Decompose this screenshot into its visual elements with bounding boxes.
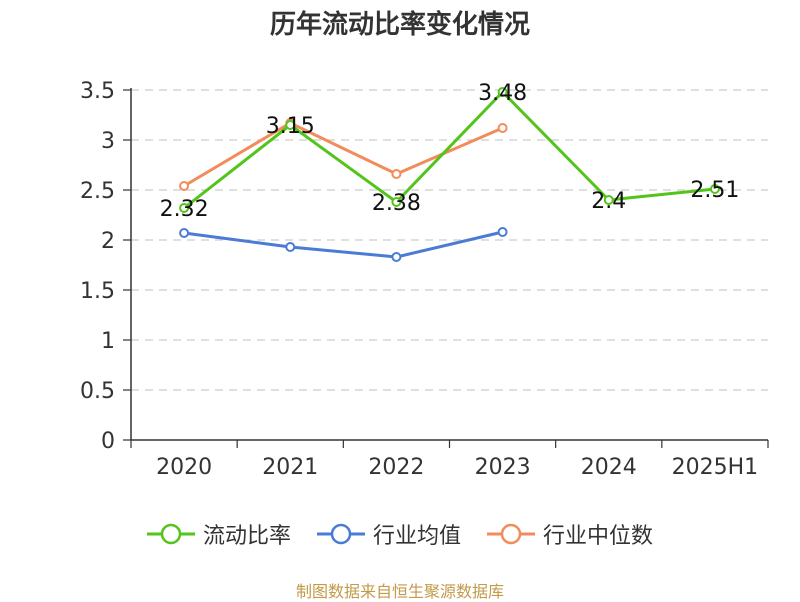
- legend-item-current-ratio[interactable]: 流动比率: [146, 518, 291, 550]
- series-line-2: [183, 121, 504, 188]
- x-tick-label: 2025H1: [672, 455, 759, 480]
- data-point: [179, 228, 190, 238]
- data-point: [709, 184, 720, 194]
- series-line-1: [183, 230, 503, 259]
- data-label: 2.4: [591, 189, 626, 214]
- x-tick-label: 2023: [475, 455, 531, 480]
- y-tick-label: 1: [101, 329, 115, 354]
- data-source-note: 制图数据来自恒生聚源数据库: [295, 582, 504, 601]
- legend-label-industry-avg: 行业均值: [372, 524, 461, 549]
- data-point: [391, 197, 402, 207]
- y-tick-label: 2.5: [80, 179, 115, 204]
- data-point: [179, 203, 190, 213]
- data-point: [497, 87, 508, 97]
- y-tick-label: 1.5: [80, 279, 115, 304]
- data-point: [391, 252, 402, 262]
- legend-label-current-ratio: 流动比率: [202, 524, 291, 549]
- legend-marker-current-ratio: [146, 523, 195, 545]
- data-point: [179, 181, 190, 191]
- data-point: [391, 169, 402, 179]
- data-label: 2.51: [690, 178, 739, 203]
- y-tick-label: 0: [101, 429, 115, 454]
- chart-legend: 流动比率 行业均值 行业中位数: [0, 518, 800, 550]
- data-label: 3.48: [478, 81, 527, 106]
- y-tick-label: 2: [101, 229, 115, 254]
- data-label: 3.15: [266, 114, 315, 139]
- x-tick-label: 2020: [156, 455, 212, 480]
- data-label: 2.32: [160, 197, 209, 222]
- y-tick-label: 3: [101, 129, 115, 154]
- data-point: [497, 227, 508, 237]
- x-tick-label: 2022: [368, 455, 424, 480]
- legend-marker-industry-avg: [316, 523, 365, 545]
- series-line-0: [183, 90, 716, 210]
- chart-title: 历年流动比率变化情况: [269, 10, 530, 40]
- legend-label-industry-median: 行业中位数: [543, 524, 654, 549]
- y-tick-label: 3.5: [80, 79, 115, 104]
- data-point: [285, 120, 296, 130]
- data-point: [285, 242, 296, 252]
- legend-marker-industry-median: [487, 523, 535, 545]
- data-point: [497, 123, 508, 133]
- legend-item-industry-median[interactable]: 行业中位数: [487, 518, 653, 550]
- x-tick-label: 2024: [581, 455, 637, 480]
- data-point: [603, 195, 614, 205]
- legend-item-industry-avg[interactable]: 行业均值: [316, 518, 461, 550]
- data-label: 2.38: [372, 191, 421, 216]
- y-tick-label: 0.5: [80, 379, 115, 404]
- x-tick-label: 2021: [262, 455, 318, 480]
- line-chart: 0 0.5 1 1.5 2 2.5 3 3.5 2020 2021 2022 2023 2024 2025…: [80, 79, 769, 480]
